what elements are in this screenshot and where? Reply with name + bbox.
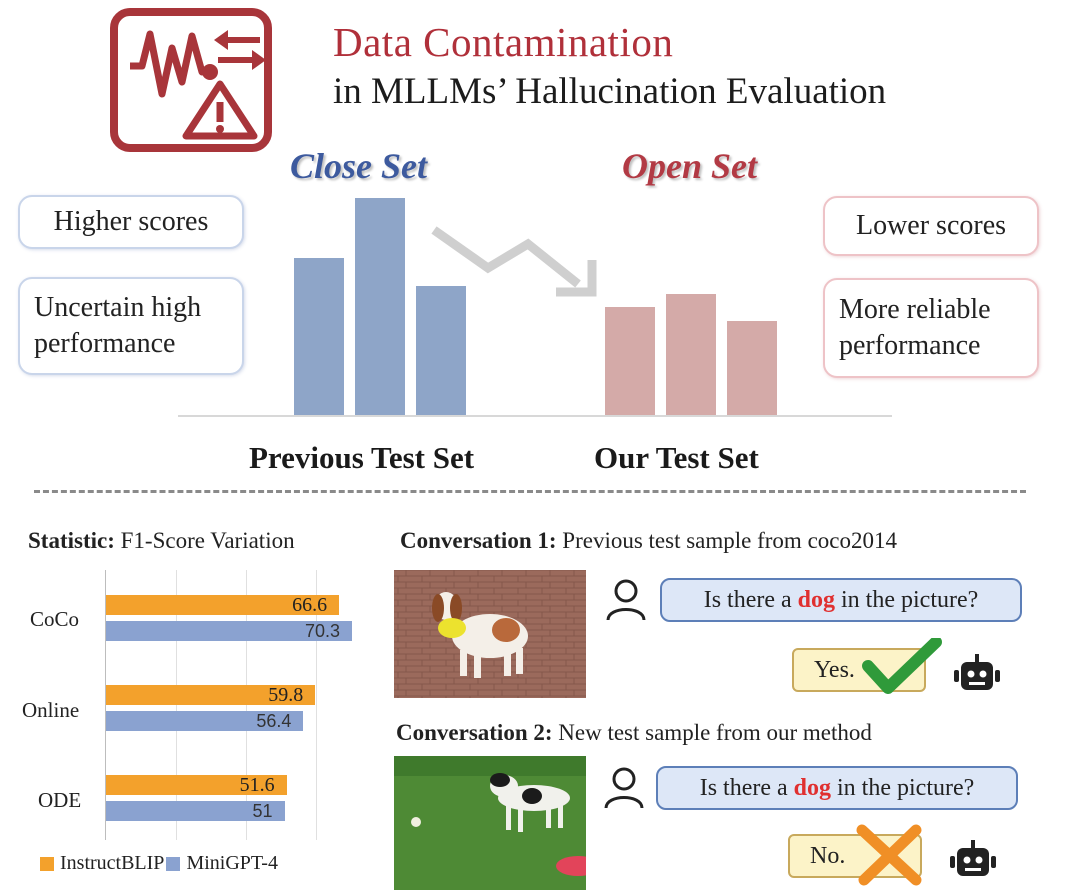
contamination-warning-icon xyxy=(110,8,272,152)
note-uncertain-performance: Uncertain high performance xyxy=(18,277,244,375)
bar-minigpt4-ode: 51 xyxy=(106,801,285,821)
bar-instructblip-online: 59.8 xyxy=(106,684,316,706)
bar-instructblip-ode: 51.6 xyxy=(106,774,287,796)
page-title: Data Contamination xyxy=(333,19,674,65)
keyword-dog: dog xyxy=(793,774,832,801)
category-label: ODE xyxy=(38,788,82,812)
our-bar-3 xyxy=(727,321,777,415)
user-icon xyxy=(606,579,646,621)
legend-swatch-minigpt4 xyxy=(166,856,181,871)
previous-bar-3 xyxy=(416,286,466,415)
chart-gridline xyxy=(176,570,177,840)
statistic-title: Statistic: F1-Score Variation xyxy=(28,528,295,553)
legend-swatch-instructblip xyxy=(40,856,54,871)
previous-bar-1 xyxy=(294,258,344,415)
new-dog-photo xyxy=(394,756,586,890)
conversation-1-title: Conversation 1: Previous test sample fro… xyxy=(400,528,897,553)
bar-minigpt4-coco: 70.3 xyxy=(106,621,353,641)
legend-label-instructblip: InstructBLIP xyxy=(60,852,165,874)
cross-icon xyxy=(856,824,922,886)
robot-icon xyxy=(954,654,1000,690)
close-set-label: Close Set xyxy=(290,146,428,186)
bar-minigpt4-online: 56.4 xyxy=(106,711,304,731)
section-divider xyxy=(34,490,1026,493)
our-bar-2 xyxy=(666,294,716,415)
chart-gridline xyxy=(246,570,247,840)
previous-test-set-label: Previous Test Set xyxy=(249,440,475,475)
check-icon xyxy=(862,638,942,694)
note-higher-scores: Higher scores xyxy=(18,195,244,249)
category-label: Online xyxy=(22,698,80,722)
our-bar-1 xyxy=(605,307,655,415)
user-icon xyxy=(604,767,644,809)
question-bubble-2: Is there a dog in the picture? xyxy=(656,766,1018,810)
bar-instructblip-coco: 66.6 xyxy=(106,594,340,616)
chart-gridline xyxy=(316,570,317,840)
category-label: CoCo xyxy=(30,607,80,631)
our-test-set-label: Our Test Set xyxy=(594,440,759,475)
down-trend-arrow-icon xyxy=(431,226,597,297)
chart-axis xyxy=(105,570,106,840)
question-bubble-1: Is there a dog in the picture? xyxy=(660,578,1022,622)
note-lower-scores: Lower scores xyxy=(823,196,1039,256)
keyword-dog: dog xyxy=(797,586,836,613)
coco-dog-photo xyxy=(394,570,586,698)
open-set-label: Open Set xyxy=(622,146,757,186)
page-subtitle: in MLLMs’ Hallucination Evaluation xyxy=(333,71,887,112)
legend-label-minigpt4: MiniGPT-4 xyxy=(186,852,278,874)
baseline xyxy=(178,415,892,417)
chart-legend: InstructBLIP MiniGPT-4 xyxy=(40,852,278,875)
f1-chart: CoCo Online ODE 66.6 70.3 59.8 56.4 51.6… xyxy=(0,560,380,890)
conversation-2-title: Conversation 2: New test sample from our… xyxy=(396,720,872,745)
previous-bar-2 xyxy=(355,198,405,415)
note-reliable-performance: More reliable performance xyxy=(823,278,1039,378)
robot-icon xyxy=(950,840,996,876)
